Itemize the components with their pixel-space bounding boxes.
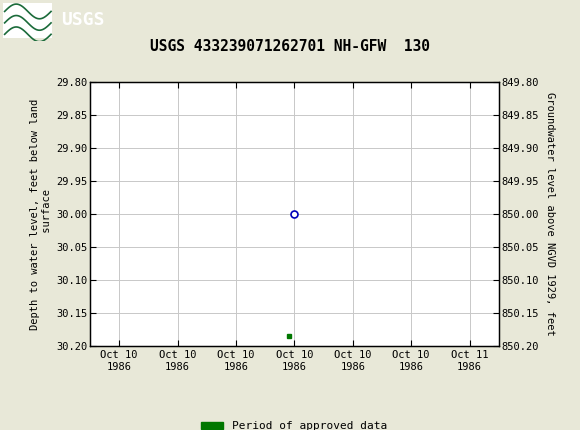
Legend: Period of approved data: Period of approved data [197,417,392,430]
Y-axis label: Groundwater level above NGVD 1929, feet: Groundwater level above NGVD 1929, feet [545,92,554,336]
Text: USGS: USGS [61,12,104,29]
Bar [3,3,52,37]
Y-axis label: Depth to water level, feet below land
 surface: Depth to water level, feet below land su… [30,98,52,329]
Text: USGS 433239071262701 NH-GFW  130: USGS 433239071262701 NH-GFW 130 [150,39,430,54]
